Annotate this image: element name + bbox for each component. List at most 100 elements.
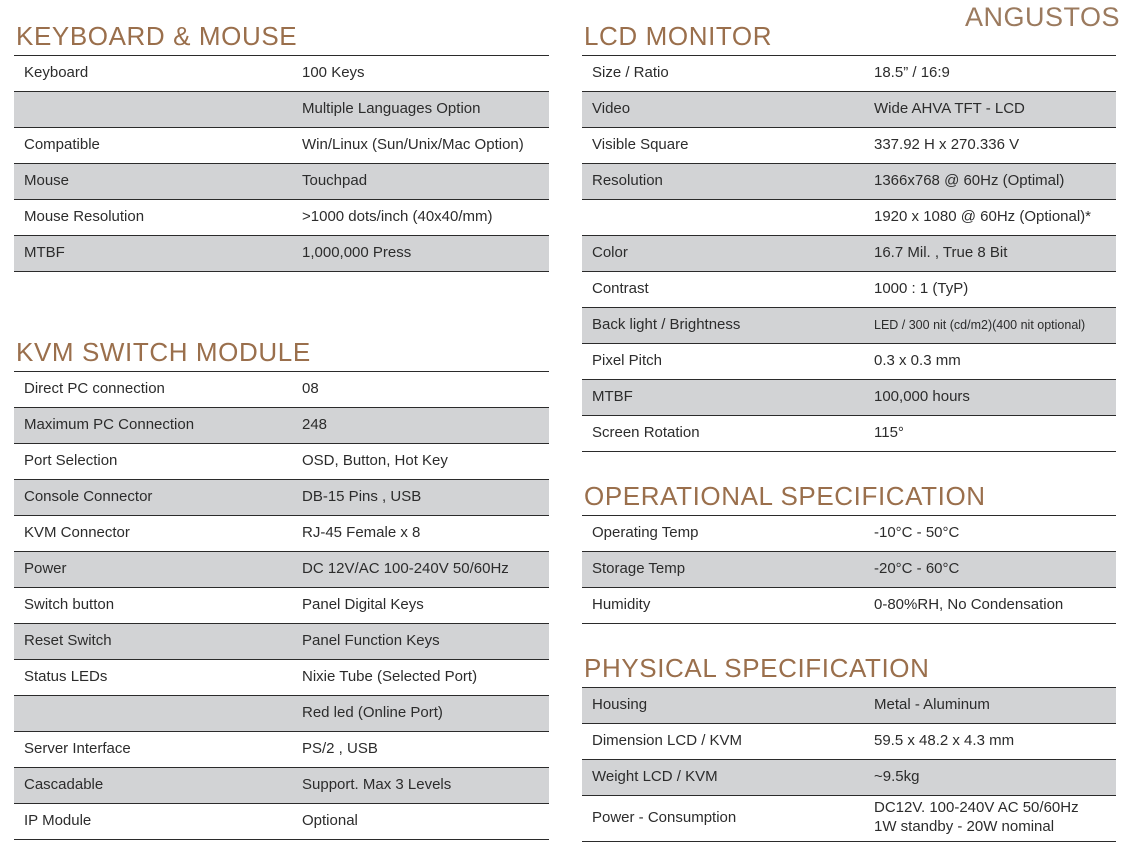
spec-value: Wide AHVA TFT - LCD [864, 90, 1116, 128]
left-column: KEYBOARD & MOUSE Keyboard 100 Keys Multiple… [14, 0, 549, 840]
spec-key: Keyboard [24, 64, 89, 82]
table-row: Switch button Panel Digital Keys [14, 586, 549, 624]
spec-key: Contrast [582, 270, 864, 308]
spec-key: Cascadable [14, 766, 292, 804]
spec-table: Operating Temp -10°C - 50°C Storage Temp -2… [582, 514, 1116, 624]
table-row: Contrast 1000 : 1 (TyP) [582, 270, 1116, 308]
spec-value: LED / 300 nit (cd/m2)(400 nit optional) [864, 306, 1116, 344]
table-row: Server Interface PS/2 , USB [14, 730, 549, 768]
table-row: Reset Switch Panel Function Keys [14, 622, 549, 660]
spec-value: 1,000,000 Press [292, 234, 549, 272]
spec-value: Red led (Online Port) [292, 694, 549, 732]
spec-value: Metal - Aluminum [874, 695, 990, 713]
spec-value: 100,000 hours [864, 378, 1116, 416]
table-row: Compatible Win/Linux (Sun/Unix/Mac Option… [14, 126, 549, 164]
spec-table: Housing Metal - Aluminum Dimension LCD / K… [582, 686, 1116, 842]
spec-key: Mouse Resolution [14, 198, 292, 236]
table-row: Direct PC connection 08 [14, 371, 549, 407]
table-row: Mouse Resolution >1000 dots/inch (40x40/m… [14, 198, 549, 236]
left-sections: KEYBOARD & MOUSE Keyboard 100 Keys Multiple… [14, 21, 549, 840]
spec-value: 08 [302, 379, 319, 397]
table-row: Power DC 12V/AC 100-240V 50/60Hz [14, 550, 549, 588]
right-sections: LCD MONITOR Size / Ratio 18.5” / 16:9 Video… [582, 21, 1116, 842]
spec-key [14, 694, 292, 732]
spec-key: MTBF [14, 234, 292, 272]
spec-value: DB-15 Pins , USB [292, 478, 549, 516]
spec-value: Panel Function Keys [292, 622, 549, 660]
spec-value: ~9.5kg [864, 758, 1116, 796]
section-title: KEYBOARD & MOUSE [16, 21, 298, 51]
table-row: Port Selection OSD, Button, Hot Key [14, 442, 549, 480]
top-spacer-left [14, 0, 549, 22]
table-row: Size / Ratio 18.5” / 16:9 [582, 55, 1116, 91]
right-column: LCD MONITOR Size / Ratio 18.5” / 16:9 Video… [582, 0, 1116, 842]
section-gap [582, 624, 1116, 654]
table-row: Weight LCD / KVM ~9.5kg [582, 758, 1116, 796]
brand-logo: ANGUSTOS [964, 2, 1120, 32]
table-row: Video Wide AHVA TFT - LCD [582, 90, 1116, 128]
spec-key: Visible Square [582, 126, 864, 164]
section-gap [582, 452, 1116, 482]
spec-value: -20°C - 60°C [864, 550, 1116, 588]
spec-value: OSD, Button, Hot Key [292, 442, 549, 480]
table-row: Operating Temp -10°C - 50°C [582, 515, 1116, 551]
spec-value: 248 [292, 406, 549, 444]
spec-value: Panel Digital Keys [292, 586, 549, 624]
table-row: Pixel Pitch 0.3 x 0.3 mm [582, 342, 1116, 380]
spec-value: 115° [864, 414, 1116, 452]
spec-value: Support. Max 3 Levels [292, 766, 549, 804]
table-row: Visible Square 337.92 H x 270.336 V [582, 126, 1116, 164]
section-title: LCD MONITOR [584, 21, 773, 51]
section-title: KVM SWITCH MODULE [16, 336, 311, 367]
spec-value: 18.5” / 16:9 [874, 64, 950, 82]
spec-key: Power - Consumption [582, 794, 864, 842]
spec-section: LCD MONITOR Size / Ratio 18.5” / 16:9 Video… [582, 21, 1116, 452]
spec-value: 337.92 H x 270.336 V [864, 126, 1116, 164]
spec-section: KVM SWITCH MODULE Direct PC connection 08 M… [14, 336, 549, 840]
spec-value: PS/2 , USB [292, 730, 549, 768]
spec-value: 1920 x 1080 @ 60Hz (Optional)* [864, 198, 1116, 236]
table-row: IP Module Optional [14, 802, 549, 840]
spec-key: Port Selection [14, 442, 292, 480]
table-row: Mouse Touchpad [14, 162, 549, 200]
spec-value: RJ-45 Female x 8 [292, 514, 549, 552]
table-row: Back light / Brightness LED / 300 nit (cd… [582, 306, 1116, 344]
spec-key: Pixel Pitch [582, 342, 864, 380]
spec-key: Humidity [582, 586, 864, 624]
table-row: Power - Consumption DC12V. 100-240V AC 50… [582, 794, 1116, 842]
spec-value: Multiple Languages Option [292, 90, 549, 128]
spec-value: -10°C - 50°C [874, 523, 960, 541]
spec-key: Console Connector [14, 478, 292, 516]
spec-key: Power [14, 550, 292, 588]
spec-key: Weight LCD / KVM [582, 758, 864, 796]
spec-key: Color [582, 234, 864, 272]
spec-key: MTBF [582, 378, 864, 416]
spec-key: Server Interface [14, 730, 292, 768]
table-row: Humidity 0-80%RH, No Condensation [582, 586, 1116, 624]
spec-value: Win/Linux (Sun/Unix/Mac Option) [292, 126, 549, 164]
spec-value: 1000 : 1 (TyP) [864, 270, 1116, 308]
table-row: KVM Connector RJ-45 Female x 8 [14, 514, 549, 552]
table-row: Red led (Online Port) [14, 694, 549, 732]
table-row: Keyboard 100 Keys [14, 55, 549, 91]
spec-key: Resolution [582, 162, 864, 200]
spec-key: Status LEDs [14, 658, 292, 696]
spec-key: Back light / Brightness [582, 306, 864, 344]
spec-key: Direct PC connection [24, 379, 165, 397]
spec-table: Keyboard 100 Keys Multiple Languages Optio… [14, 54, 549, 272]
spec-key [582, 198, 864, 236]
spec-key [14, 90, 292, 128]
spec-value: Nixie Tube (Selected Port) [292, 658, 549, 696]
spec-section: PHYSICAL SPECIFICATION Housing Metal - Alu… [582, 652, 1116, 842]
spec-key: Size / Ratio [592, 64, 669, 82]
spec-section: OPERATIONAL SPECIFICATION Operating Temp -… [582, 481, 1116, 624]
table-row: Multiple Languages Option [14, 90, 549, 128]
spec-key: Maximum PC Connection [14, 406, 292, 444]
spec-value-line1: DC12V. 100-240V AC 50/60Hz [874, 799, 1079, 817]
section-title: PHYSICAL SPECIFICATION [584, 652, 930, 683]
spec-key: Mouse [14, 162, 292, 200]
spec-key: Operating Temp [592, 523, 699, 541]
spec-key: KVM Connector [14, 514, 292, 552]
table-row: Console Connector DB-15 Pins , USB [14, 478, 549, 516]
